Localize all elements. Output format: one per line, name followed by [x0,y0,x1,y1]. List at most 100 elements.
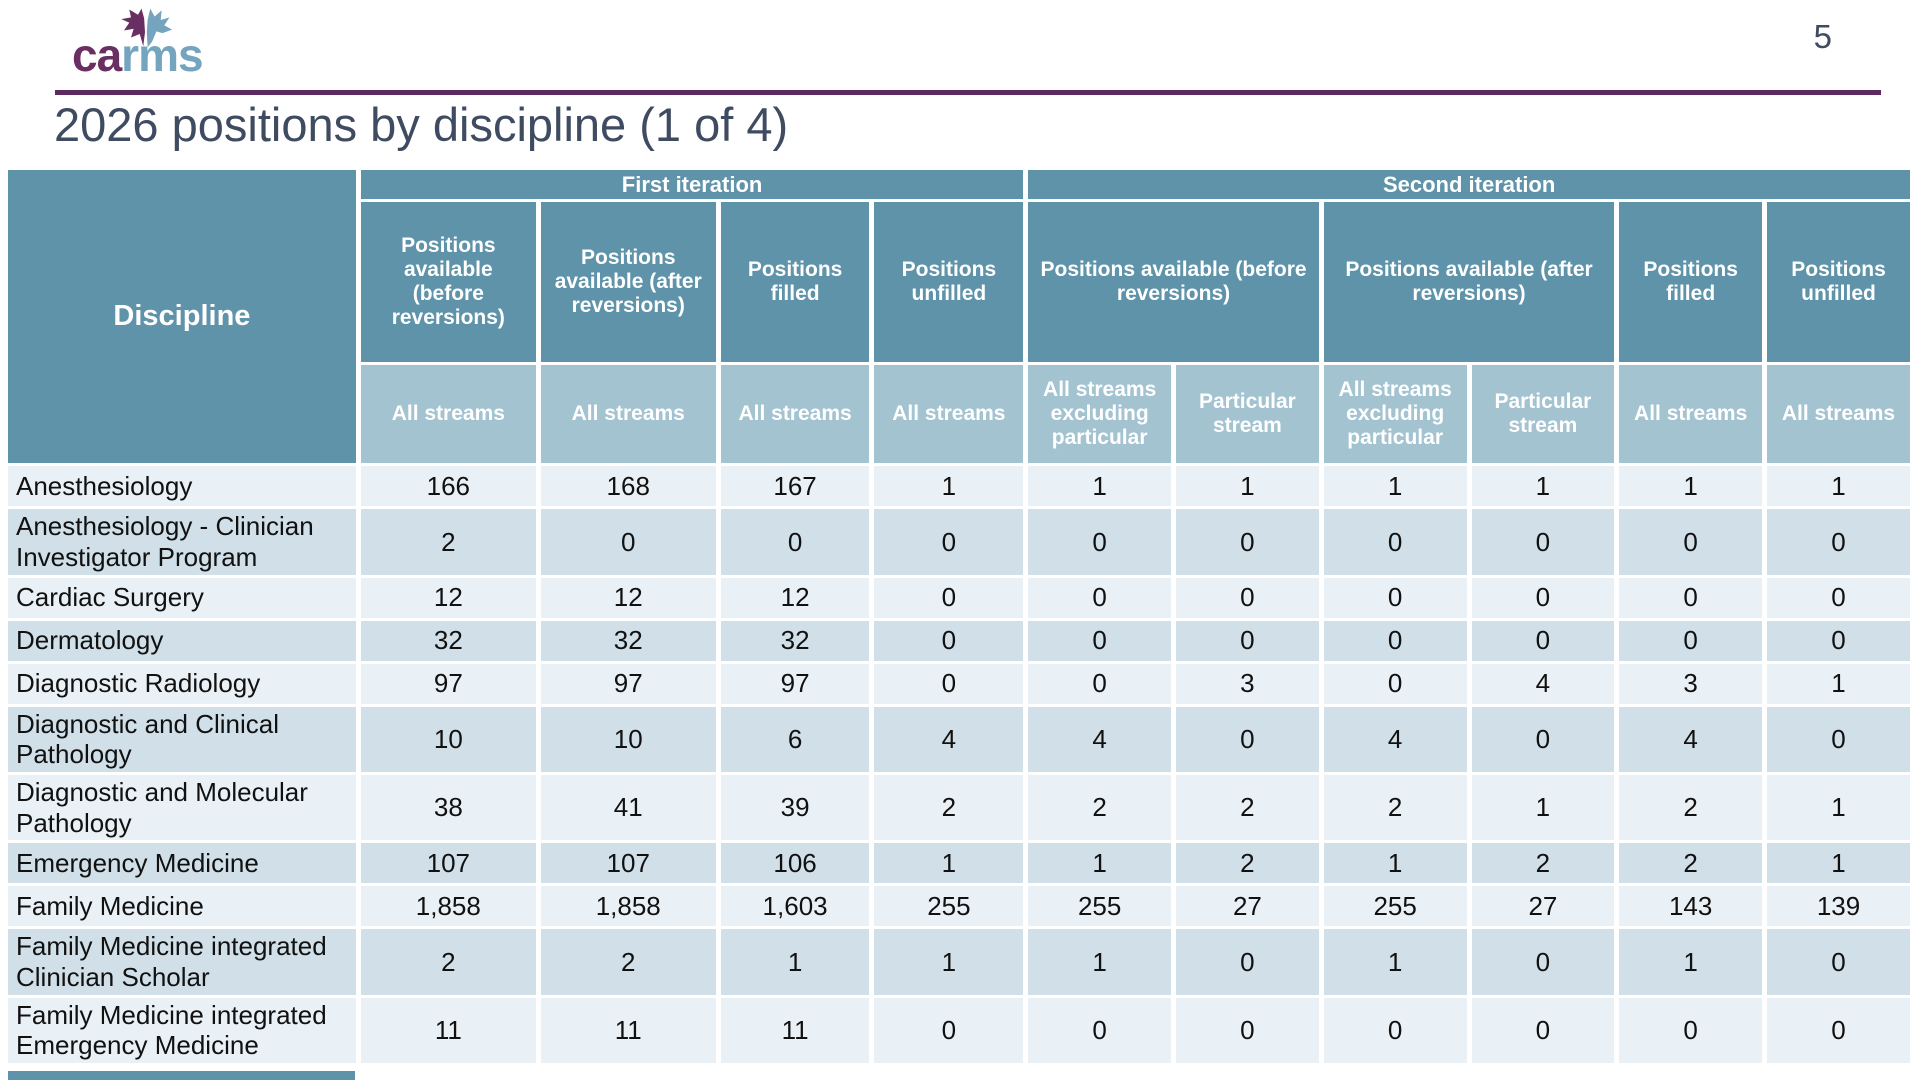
value-cell: 0 [1028,997,1172,1064]
value-cell: 0 [1619,509,1763,575]
value-cell: 0 [1767,620,1910,661]
discipline-cell: Family Medicine [8,886,356,927]
value-cell: 0 [1767,509,1910,575]
value-cell: 2 [1028,774,1172,841]
page-number: 5 [1813,18,1832,55]
logo-text-ca: ca [72,29,122,81]
discipline-cell: Diagnostic and Molecular Pathology [8,774,356,841]
value-cell: 0 [1176,509,1319,575]
stream-header-cell: Particular stream [1176,365,1319,464]
value-cell: 0 [1176,706,1319,772]
table-row: Anesthesiology 166 168 167 1 1 1 1 1 1 1 [8,466,1910,507]
table-row: Diagnostic and Clinical Pathology 10 10 6 4 4… [8,706,1910,772]
table-body: Anesthesiology 166 168 167 1 1 1 1 1 1 1 Anesthesio… [8,466,1910,1064]
value-cell: 4 [1619,706,1763,772]
stream-header-cell: All streams [1767,365,1910,464]
value-cell: 4 [1323,706,1467,772]
value-cell: 1 [1471,774,1615,841]
value-cell: 38 [360,774,536,841]
value-cell: 0 [1619,997,1763,1064]
page-title: 2026 positions by discipline (1 of 4) [54,98,789,151]
value-cell: 1,603 [720,886,870,927]
value-cell: 3 [1176,663,1319,704]
value-cell: 0 [1028,577,1172,618]
value-cell: 4 [874,706,1024,772]
value-cell: 0 [1767,929,1910,995]
value-cell: 107 [540,843,716,884]
value-cell: 0 [1028,509,1172,575]
value-cell: 0 [1176,997,1319,1064]
value-cell: 12 [360,577,536,618]
value-cell: 2 [1176,843,1319,884]
value-cell: 1 [1176,466,1319,507]
discipline-cell: Diagnostic Radiology [8,663,356,704]
stream-header-cell: All streams [540,365,716,464]
value-cell: 0 [1028,663,1172,704]
value-cell: 0 [540,509,716,575]
value-cell: 0 [1323,620,1467,661]
value-cell: 97 [360,663,536,704]
value-cell: 255 [1028,886,1172,927]
value-cell: 0 [1323,663,1467,704]
value-cell: 255 [874,886,1024,927]
value-cell: 1,858 [540,886,716,927]
measure-header-cell: Positions available (before reversions) [360,202,536,363]
table-row: Family Medicine integrated Clinician Sch… [8,929,1910,995]
value-cell: 11 [720,997,870,1064]
measure-header-cell: Positions available (before reversions) [1028,202,1319,363]
table-row: Dermatology 32 32 32 0 0 0 0 0 0 0 [8,620,1910,661]
value-cell: 1 [720,929,870,995]
value-cell: 1 [1323,843,1467,884]
table-row: Family Medicine 1,858 1,858 1,603 255 255 27 25… [8,886,1910,927]
value-cell: 0 [1176,620,1319,661]
value-cell: 107 [360,843,536,884]
value-cell: 1 [1619,466,1763,507]
value-cell: 1 [874,843,1024,884]
measure-header-cell: Positions filled [1619,202,1763,363]
value-cell: 39 [720,774,870,841]
measure-header-cell: Positions filled [720,202,870,363]
discipline-cell: Dermatology [8,620,356,661]
table-row: Diagnostic Radiology 97 97 97 0 0 3 0 4 3 1 [8,663,1910,704]
stream-header-cell: All streams excluding particular [1028,365,1172,464]
value-cell: 255 [1323,886,1467,927]
value-cell: 0 [1176,929,1319,995]
value-cell: 1 [1619,929,1763,995]
value-cell: 1 [1028,843,1172,884]
value-cell: 0 [1471,509,1615,575]
stream-header-cell: All streams excluding particular [1323,365,1467,464]
value-cell: 11 [540,997,716,1064]
value-cell: 97 [540,663,716,704]
value-cell: 1 [874,466,1024,507]
value-cell: 0 [1028,620,1172,661]
carms-logo: carms [72,6,292,90]
value-cell: 1 [1767,663,1910,704]
value-cell: 143 [1619,886,1763,927]
iteration-group-header: Second iteration [1028,170,1910,200]
cropped-next-row [8,1071,355,1080]
table-row: Family Medicine integrated Emergency Med… [8,997,1910,1064]
discipline-column-header: Discipline [8,170,356,464]
divider-rule [55,90,1881,95]
value-cell: 2 [1323,774,1467,841]
value-cell: 4 [1028,706,1172,772]
value-cell: 1 [1767,843,1910,884]
header-row-iterations: Discipline First iteration Second iteratio… [8,170,1910,464]
value-cell: 0 [1619,577,1763,618]
value-cell: 2 [360,929,536,995]
value-cell: 1 [874,929,1024,995]
discipline-cell: Anesthesiology - Clinician Investigator … [8,509,356,575]
value-cell: 12 [540,577,716,618]
stream-header-cell: All streams [360,365,536,464]
iteration-group-header: First iteration [360,170,1024,200]
value-cell: 166 [360,466,536,507]
value-cell: 2 [874,774,1024,841]
stream-header-cell: Particular stream [1471,365,1615,464]
discipline-cell: Family Medicine integrated Emergency Med… [8,997,356,1064]
value-cell: 10 [540,706,716,772]
value-cell: 0 [1767,706,1910,772]
table-row: Emergency Medicine 107 107 106 1 1 2 1 2 2 1 [8,843,1910,884]
value-cell: 0 [1619,620,1763,661]
value-cell: 0 [1767,997,1910,1064]
value-cell: 139 [1767,886,1910,927]
